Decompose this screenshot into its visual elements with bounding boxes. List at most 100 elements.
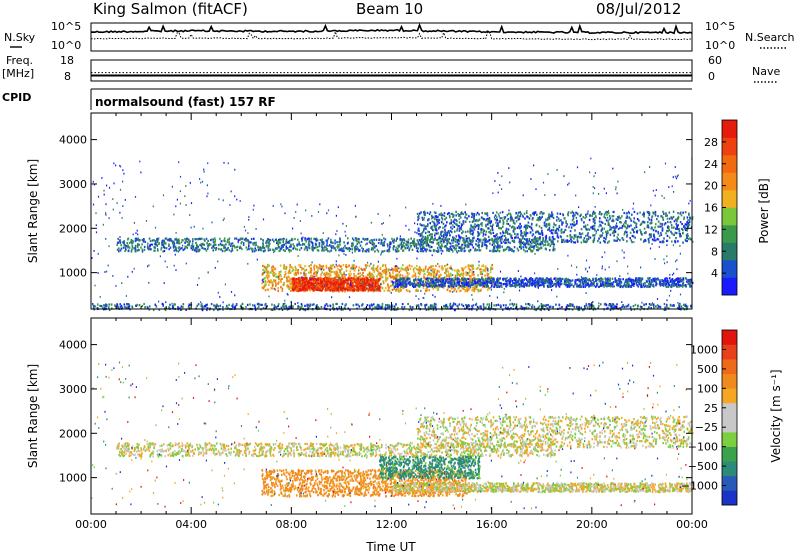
range-cell [511,237,513,240]
range-cell [660,215,663,218]
range-cell [369,241,372,244]
range-cell [430,265,433,268]
range-cell [494,249,497,252]
range-cell [332,263,335,267]
range-cell [214,239,216,242]
range-cell [661,241,663,244]
range-cell [485,240,487,243]
range-cell [376,269,379,272]
range-cell [482,286,484,289]
range-cell [471,289,473,292]
range-cell [278,272,280,276]
range-cell [151,239,154,242]
range-cell [408,272,410,275]
range-cell [296,248,298,251]
range-cell [547,223,550,226]
range-cell [201,237,203,240]
range-cell [597,228,599,231]
range-cell [588,218,591,222]
range-cell [321,265,323,269]
range-cell [560,280,563,283]
range-cell [445,244,447,248]
range-cell [407,268,409,271]
range-cell [427,268,430,271]
range-cell [534,235,536,239]
range-cell [321,245,323,248]
range-cell [286,241,289,244]
range-cell [260,246,262,250]
range-cell [381,244,384,247]
range-cell [684,228,687,232]
range-cell [691,281,694,284]
range-cell [556,233,559,236]
range-cell [591,227,594,230]
range-cell [677,212,679,215]
noise-right-tick-top: 10^5 [705,20,735,33]
range-cell [372,264,375,267]
range-cell [321,247,324,250]
range-cell [685,280,688,283]
range-cell [437,249,440,252]
range-cell [487,227,490,230]
range-cell [156,239,158,242]
range-cell [239,238,241,241]
range-cell [455,250,458,253]
range-cell [467,277,470,281]
range-cell [440,273,442,276]
range-cell [318,245,321,248]
range-cell [548,282,550,285]
range-cell [565,220,567,223]
range-cell [127,238,129,241]
range-cell [360,278,362,281]
range-cell [456,274,459,277]
range-cell [493,235,495,238]
range-cell [624,230,627,233]
range-cell [533,213,535,216]
range-cell [211,246,213,249]
range-cell [212,238,214,241]
range-cell [381,239,383,242]
range-cell [573,234,576,237]
range-cell [156,244,159,247]
range-cell [528,237,531,241]
range-cell [524,224,527,227]
range-cell [611,219,613,223]
range-cell [351,242,353,245]
range-cell [435,250,438,253]
range-cell [422,286,425,289]
range-cell [448,211,450,215]
range-cell [640,222,643,225]
range-cell [195,247,198,250]
range-cell [471,241,474,244]
range-cell [570,240,573,244]
range-cell [489,271,492,274]
range-cell [430,285,433,288]
range-cell [353,278,355,281]
range-cell [453,214,455,217]
range-cell [684,211,687,214]
range-cell [333,247,336,250]
range-cell [311,246,314,250]
range-cell [306,249,309,252]
range-cell [316,249,319,252]
range-cell [401,268,404,271]
range-cell [371,286,373,289]
range-cell [526,224,528,227]
range-cell [330,249,333,252]
range-cell [576,221,578,224]
range-cell [611,231,614,235]
range-cell [444,231,446,234]
range-cell [160,248,162,251]
range-cell [443,212,446,215]
range-cell [680,214,683,217]
range-cell [128,241,131,244]
range-cell [610,228,612,231]
range-cell [460,272,463,275]
range-cell [266,241,269,244]
range-cell [437,232,439,235]
range-cell [497,240,499,243]
range-cell [502,222,505,225]
range-cell [402,264,404,267]
range-cell [672,215,675,219]
range-cell [303,290,305,293]
